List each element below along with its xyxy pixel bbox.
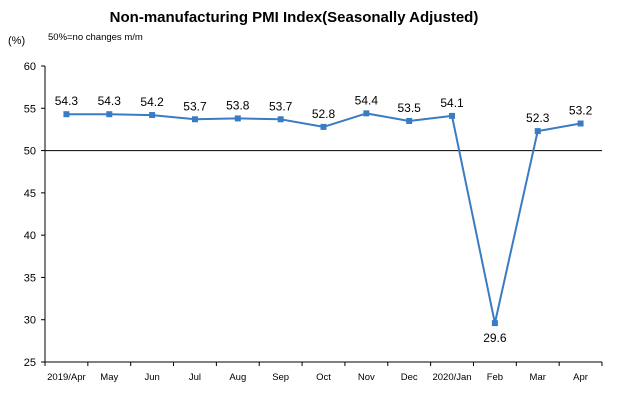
- x-tick-label: Apr: [573, 372, 588, 383]
- y-axis-unit-label: (%): [8, 35, 25, 47]
- y-tick-label: 40: [24, 230, 36, 242]
- x-tick-label: Feb: [487, 372, 503, 383]
- x-tick-label: Oct: [316, 372, 331, 383]
- y-tick-label: 55: [24, 103, 36, 115]
- axes: 60 55 50 45 40 35 30 25 2019/Apr May Jun Jul Aug Sep O…: [24, 61, 603, 383]
- y-tick-label: 60: [24, 61, 36, 73]
- x-tick-label: Jun: [144, 372, 159, 383]
- data-point-marker: [491, 320, 498, 327]
- data-label: 54.2: [140, 95, 164, 109]
- y-tick-label: 30: [24, 315, 36, 327]
- x-tick-label: Nov: [358, 372, 375, 383]
- chart-subtitle: 50%=no changes m/m: [48, 32, 143, 43]
- y-tick-label: 45: [24, 188, 36, 200]
- y-tick-label: 50: [24, 146, 36, 158]
- x-tick-label: Dec: [401, 372, 418, 383]
- data-point-marker: [320, 123, 327, 130]
- data-point-marker: [406, 117, 413, 124]
- data-point-marker: [149, 112, 156, 119]
- x-tick-label: 2020/Jan: [432, 372, 471, 383]
- data-point-marker: [577, 120, 584, 127]
- data-point-marker: [234, 115, 241, 122]
- data-label: 29.6: [483, 331, 507, 345]
- data-label-group: 54.3 54.3 54.2 53.7 53.8 53.7 52.8 54.4 53.5 54.1…: [55, 93, 593, 345]
- data-point-marker: [191, 116, 198, 123]
- data-label: 53.7: [183, 99, 207, 113]
- data-label: 53.8: [226, 98, 250, 112]
- series-group: [63, 110, 584, 327]
- data-point-marker: [63, 111, 70, 118]
- x-tick-label: Mar: [530, 372, 546, 383]
- data-point-marker: [363, 110, 370, 117]
- data-point-marker: [277, 116, 284, 123]
- y-tick-label: 35: [24, 272, 36, 284]
- data-label: 54.4: [355, 93, 379, 107]
- data-label: 54.3: [55, 94, 79, 108]
- x-tick-label: 2019/Apr: [47, 372, 86, 383]
- data-label: 52.8: [312, 107, 336, 121]
- y-tick-label: 25: [24, 357, 36, 369]
- x-tick-label: Jul: [189, 372, 201, 383]
- data-label: 53.5: [398, 101, 422, 115]
- x-tick-label: May: [100, 372, 118, 383]
- data-label: 53.7: [269, 99, 293, 113]
- x-tick-label: Aug: [229, 372, 246, 383]
- data-point-marker: [449, 112, 456, 119]
- data-point-marker: [534, 128, 541, 135]
- data-label: 53.2: [569, 104, 593, 118]
- data-label: 52.3: [526, 111, 550, 125]
- data-point-marker: [106, 111, 113, 118]
- x-tick-label: Sep: [272, 372, 289, 383]
- series-line: [66, 112, 581, 325]
- data-label: 54.1: [440, 96, 464, 110]
- chart-title: Non-manufacturing PMI Index(Seasonally A…: [110, 9, 479, 26]
- data-label: 54.3: [98, 94, 122, 108]
